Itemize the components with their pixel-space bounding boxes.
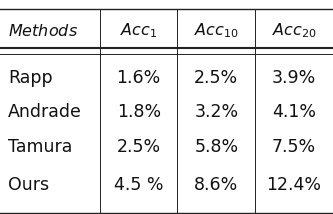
- Text: $\mathit{Methods}$: $\mathit{Methods}$: [8, 23, 78, 39]
- Text: 4.1%: 4.1%: [272, 103, 316, 121]
- Text: $\mathit{Acc}_{20}$: $\mathit{Acc}_{20}$: [272, 22, 316, 40]
- Text: Andrade: Andrade: [8, 103, 82, 121]
- Text: 3.9%: 3.9%: [272, 69, 316, 87]
- Text: Tamura: Tamura: [8, 138, 73, 156]
- Text: 3.2%: 3.2%: [194, 103, 238, 121]
- Text: 1.6%: 1.6%: [117, 69, 161, 87]
- Text: 1.8%: 1.8%: [117, 103, 161, 121]
- Text: 5.8%: 5.8%: [194, 138, 238, 156]
- Text: 4.5 %: 4.5 %: [114, 176, 164, 194]
- Text: Rapp: Rapp: [8, 69, 53, 87]
- Text: 7.5%: 7.5%: [272, 138, 316, 156]
- Text: 12.4%: 12.4%: [266, 176, 322, 194]
- Text: $\mathit{Acc}_{10}$: $\mathit{Acc}_{10}$: [194, 22, 239, 40]
- Text: $\mathit{Acc}_{1}$: $\mathit{Acc}_{1}$: [120, 22, 158, 40]
- Text: 2.5%: 2.5%: [117, 138, 161, 156]
- Text: 2.5%: 2.5%: [194, 69, 238, 87]
- Text: 8.6%: 8.6%: [194, 176, 238, 194]
- Text: Ours: Ours: [8, 176, 49, 194]
